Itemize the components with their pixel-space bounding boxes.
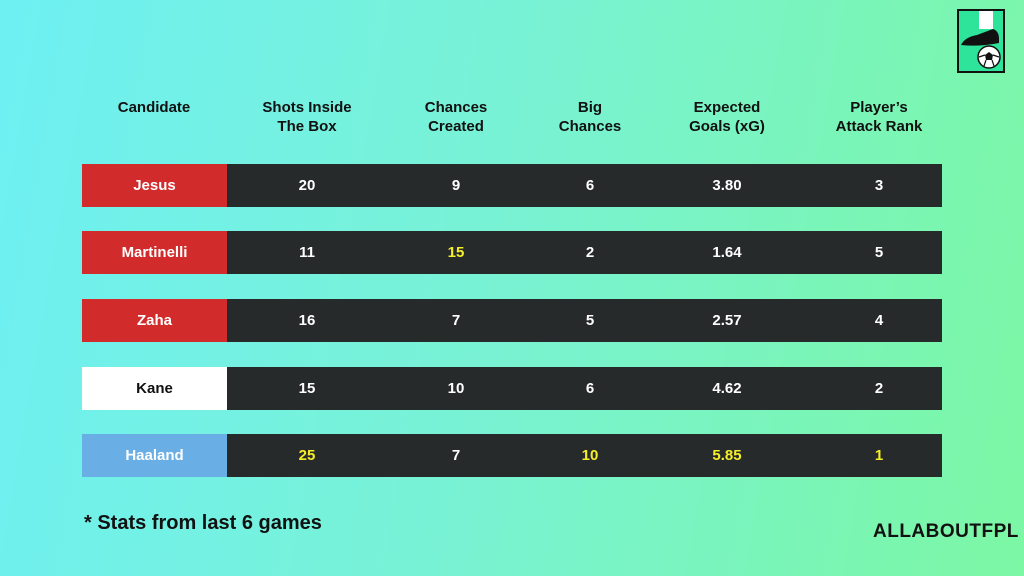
candidate-name: Jesus [82, 164, 227, 207]
stat-value: 7 [451, 447, 461, 464]
column-header: Expected Goals (xG) [689, 99, 765, 135]
table-row: Kane 15 10 6 4.62 2 [82, 367, 942, 410]
table-row: Martinelli 11 15 2 1.64 5 [82, 231, 942, 274]
stat-value: 20 [298, 177, 316, 194]
stat-value: 4.62 [712, 380, 742, 397]
stat-value: 3.80 [712, 177, 742, 194]
stat-value: 6 [585, 177, 595, 194]
stat-value: 7 [451, 312, 461, 329]
stat-value: 5 [585, 312, 595, 329]
stat-value: 15 [298, 380, 316, 397]
candidate-name: Kane [82, 367, 227, 410]
column-header: Candidate [117, 99, 191, 116]
column-header: Chances Created [424, 99, 488, 135]
stat-value: 15 [447, 244, 465, 261]
table-row: Zaha 16 7 5 2.57 4 [82, 299, 942, 342]
candidate-name: Martinelli [82, 231, 227, 274]
column-header: Big Chances [558, 99, 622, 135]
stat-value: 10 [447, 380, 465, 397]
column-header: Shots Inside The Box [262, 99, 352, 135]
candidate-name: Zaha [82, 299, 227, 342]
stat-value: 6 [585, 380, 595, 397]
stat-value: 10 [581, 447, 599, 464]
table-header: Candidate Shots Inside The Box Chances Cre… [82, 98, 942, 142]
table-row: Jesus 20 9 6 3.80 3 [82, 164, 942, 207]
stat-value: 2 [874, 380, 884, 397]
column-header: Player’s Attack Rank [835, 99, 923, 135]
brand-logo-text: ALLABOUTFPL [873, 521, 1019, 542]
stat-value: 2.57 [712, 312, 742, 329]
stat-value: 1 [874, 447, 884, 464]
stat-value: 1.64 [712, 244, 742, 261]
stat-value: 2 [585, 244, 595, 261]
stat-value: 16 [298, 312, 316, 329]
stat-value: 9 [451, 177, 461, 194]
stat-value: 3 [874, 177, 884, 194]
boot-and-ball-icon [957, 9, 1005, 73]
stat-value: 4 [874, 312, 884, 329]
table-row: Haaland 25 7 10 5.85 1 [82, 434, 942, 477]
stat-value: 5 [874, 244, 884, 261]
candidate-name: Haaland [82, 434, 227, 477]
footnote: * Stats from last 6 games [84, 512, 322, 534]
stat-value: 25 [298, 447, 316, 464]
stat-value: 5.85 [712, 447, 742, 464]
stat-value: 11 [299, 244, 315, 261]
